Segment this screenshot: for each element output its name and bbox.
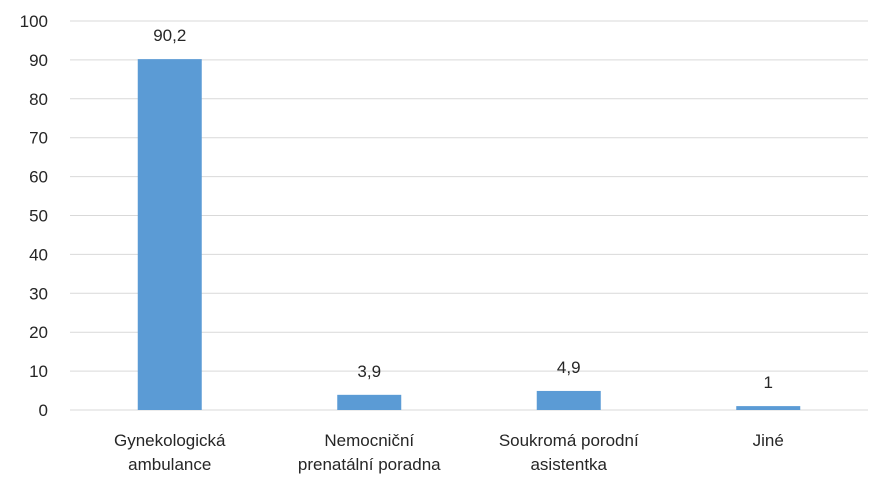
y-tick-label: 80 xyxy=(29,90,48,109)
data-label: 90,2 xyxy=(153,26,186,45)
y-axis-ticks: 0 10 20 30 40 50 60 70 80 90 100 xyxy=(20,12,48,420)
y-tick-label: 70 xyxy=(29,129,48,148)
y-tick-label: 40 xyxy=(29,245,48,264)
y-tick-label: 30 xyxy=(29,284,48,303)
y-tick-label: 60 xyxy=(29,168,48,187)
bars xyxy=(137,59,801,410)
y-tick-label: 100 xyxy=(20,12,48,31)
bar xyxy=(536,390,601,410)
y-tick-label: 10 xyxy=(29,362,48,381)
x-category-label: Soukromá porodní xyxy=(499,431,639,450)
data-labels: 90,2 3,9 4,9 1 xyxy=(153,26,773,392)
y-tick-label: 0 xyxy=(39,401,48,420)
x-category-label: ambulance xyxy=(128,455,211,474)
data-label: 4,9 xyxy=(557,358,581,377)
x-category-label: prenatální poradna xyxy=(298,455,441,474)
x-category-label: asistentka xyxy=(530,455,607,474)
x-axis-categories: Gynekologická ambulance Nemocniční prenatál… xyxy=(114,431,784,474)
gridlines xyxy=(70,20,868,411)
x-category-label: Gynekologická xyxy=(114,431,226,450)
y-tick-label: 90 xyxy=(29,51,48,70)
y-tick-label: 20 xyxy=(29,323,48,342)
data-label: 3,9 xyxy=(357,362,381,381)
y-tick-label: 50 xyxy=(29,207,48,226)
bar xyxy=(337,394,402,410)
bar xyxy=(137,59,202,410)
data-label: 1 xyxy=(764,373,773,392)
x-category-label: Jiné xyxy=(753,431,784,450)
bar xyxy=(736,406,801,410)
x-category-label: Nemocniční xyxy=(324,431,414,450)
